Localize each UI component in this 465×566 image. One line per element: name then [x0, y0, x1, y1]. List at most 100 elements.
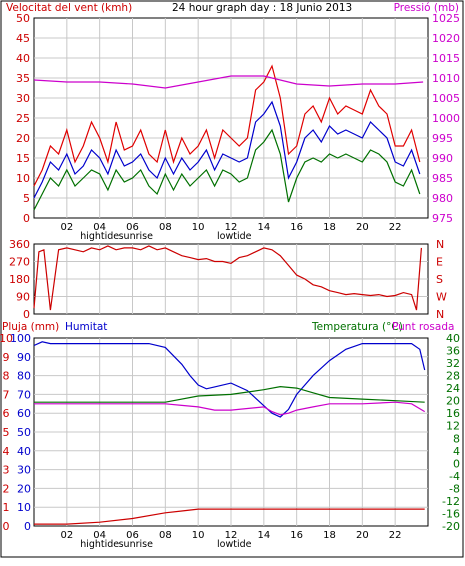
temp-tick-28: 28 — [446, 370, 460, 383]
x-tick-12: 12 — [225, 222, 238, 233]
wind-tick-40: 40 — [16, 52, 30, 65]
x-tick-bottom-20: 20 — [356, 530, 369, 541]
series-direction — [33, 245, 422, 311]
x-tick-04: 04 — [93, 222, 106, 233]
rain-axis-title: Pluja (mm) — [2, 321, 59, 333]
chart-title: 24 hour graph day : 18 Junio 2013 — [172, 2, 352, 14]
dir-label-2: S — [436, 273, 443, 286]
rain-tick-1: 1 — [3, 501, 10, 514]
hum-tick-0: 0 — [24, 520, 31, 533]
wind-tick-0: 0 — [23, 212, 30, 225]
direction-panel-grid — [34, 244, 428, 314]
wind-tick-5: 5 — [23, 192, 30, 205]
hum-tick-40: 40 — [17, 445, 31, 458]
series-min — [33, 128, 421, 211]
temp-hum-panel-series — [33, 341, 426, 525]
pressure-tick-1005: 1005 — [432, 92, 460, 105]
wind-panel-grid — [34, 18, 428, 218]
temp-hum-panel-ticks: 0123456789100102030405060708090100-20-16… — [0, 332, 460, 550]
dewpoint-axis-title: Punt rosada — [392, 321, 454, 333]
annotation-bottom-sunrise: sunrise — [119, 539, 153, 550]
pressure-tick-985: 985 — [432, 172, 453, 185]
direction-panel-series — [33, 245, 422, 311]
wind-tick-15: 15 — [16, 152, 30, 165]
dir-tick-90: 90 — [16, 291, 30, 304]
temp-tick-40: 40 — [446, 332, 460, 345]
temp-tick--12: -12 — [442, 495, 460, 508]
hum-tick-10: 10 — [17, 501, 31, 514]
pressure-axis-title: Pressió (mb) — [394, 2, 459, 14]
temp-tick-32: 32 — [446, 357, 460, 370]
x-tick-20: 20 — [356, 222, 369, 233]
wind-speed-axis-title: Velocitat del vent (kmh) — [6, 2, 132, 14]
x-tick-bottom-14: 14 — [257, 530, 270, 541]
hum-tick-20: 20 — [17, 482, 31, 495]
series-avg — [33, 100, 421, 199]
x-tick-bottom-18: 18 — [323, 530, 336, 541]
temp-tick-36: 36 — [446, 345, 460, 358]
x-tick-bottom-02: 02 — [60, 530, 73, 541]
rain-tick-0: 0 — [3, 520, 10, 533]
wind-tick-30: 30 — [16, 92, 30, 105]
hum-tick-60: 60 — [17, 407, 31, 420]
x-tick-18: 18 — [323, 222, 336, 233]
x-tick-06: 06 — [126, 222, 139, 233]
rain-tick-5: 5 — [3, 426, 10, 439]
rain-tick-4: 4 — [3, 445, 10, 458]
temp-tick--8: -8 — [449, 482, 460, 495]
annotation-bottom-lowtide: lowtide — [217, 539, 252, 550]
pressure-tick-1000: 1000 — [432, 112, 460, 125]
pressure-tick-990: 990 — [432, 152, 453, 165]
temp-hum-panel-grid — [34, 338, 428, 526]
pressure-tick-1020: 1020 — [432, 32, 460, 45]
series-gust — [33, 64, 421, 187]
dir-tick-270: 270 — [9, 256, 30, 269]
wind-panel-series — [33, 64, 424, 211]
x-tick-08: 08 — [159, 222, 172, 233]
temp-tick--20: -20 — [442, 520, 460, 533]
temp-tick-0: 0 — [453, 457, 460, 470]
hum-tick-50: 50 — [17, 426, 31, 439]
rain-tick-10: 10 — [0, 332, 13, 345]
annotation-bottom-hightide: hightide — [80, 539, 119, 550]
x-tick-10: 10 — [192, 222, 205, 233]
hum-tick-70: 70 — [17, 388, 31, 401]
annotation-hightide: hightide — [80, 231, 119, 242]
humidity-axis-title: Humitat — [65, 321, 107, 333]
series-rain — [34, 508, 425, 525]
rain-tick-8: 8 — [3, 370, 10, 383]
hum-tick-80: 80 — [17, 370, 31, 383]
annotation-lowtide: lowtide — [217, 231, 252, 242]
dir-label-4: N — [436, 238, 444, 251]
rain-tick-3: 3 — [3, 464, 10, 477]
pressure-tick-995: 995 — [432, 132, 453, 145]
dir-label-1: W — [436, 291, 447, 304]
temp-tick-12: 12 — [446, 420, 460, 433]
x-tick-bottom-16: 16 — [290, 530, 303, 541]
pressure-tick-1015: 1015 — [432, 52, 460, 65]
temp-tick-24: 24 — [446, 382, 460, 395]
x-tick-22: 22 — [389, 222, 402, 233]
x-tick-14: 14 — [257, 222, 270, 233]
temp-tick--16: -16 — [442, 507, 460, 520]
dir-tick-360: 360 — [9, 238, 30, 251]
dir-label-3: E — [436, 256, 443, 269]
wind-panel-ticks: 0510152025303540455097598098599099510001… — [16, 12, 460, 242]
x-tick-bottom-22: 22 — [389, 530, 402, 541]
pressure-tick-975: 975 — [432, 212, 453, 225]
series-humidity — [33, 341, 426, 418]
temp-tick--4: -4 — [449, 470, 460, 483]
series-temperature — [34, 385, 425, 403]
wind-tick-20: 20 — [16, 132, 30, 145]
wind-tick-35: 35 — [16, 72, 30, 85]
pressure-tick-980: 980 — [432, 192, 453, 205]
rain-tick-9: 9 — [3, 351, 10, 364]
hum-tick-30: 30 — [17, 464, 31, 477]
series-dewpoint — [34, 401, 426, 416]
pressure-tick-1025: 1025 — [432, 12, 460, 25]
x-tick-bottom-12: 12 — [225, 530, 238, 541]
